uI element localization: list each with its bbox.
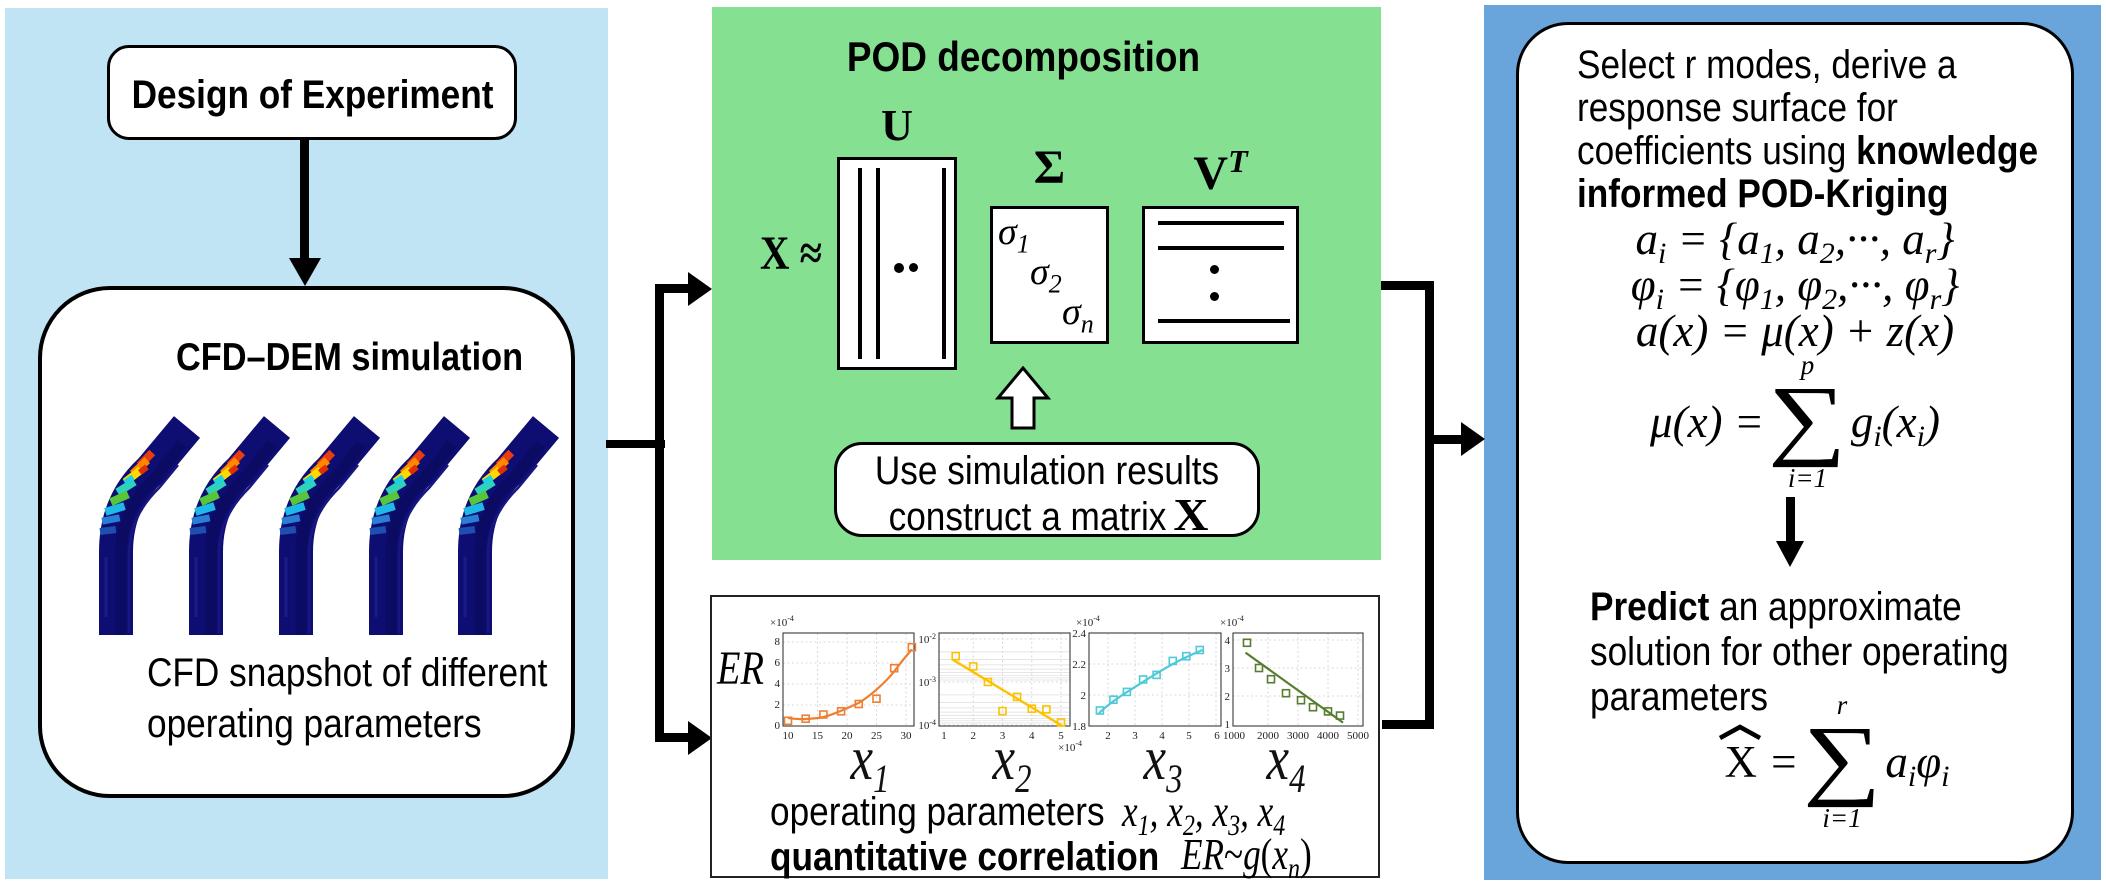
svg-text:3: 3 — [1132, 730, 1138, 742]
svg-text:6: 6 — [775, 657, 781, 669]
svg-text:5000: 5000 — [1347, 730, 1370, 742]
svg-text:4: 4 — [1225, 635, 1231, 647]
svg-text:×10-4: ×10-4 — [1220, 614, 1244, 629]
svg-text:4: 4 — [775, 678, 781, 690]
svg-text:10: 10 — [783, 730, 795, 742]
svg-text:15: 15 — [812, 730, 824, 742]
svg-text:6: 6 — [1214, 730, 1220, 742]
svg-text:2: 2 — [775, 699, 781, 711]
svg-text:20: 20 — [842, 730, 854, 742]
svg-text:×10-4: ×10-4 — [1058, 739, 1082, 754]
svg-text:2: 2 — [1081, 690, 1087, 702]
svg-text:2: 2 — [1105, 730, 1111, 742]
svg-text:10-2: 10-2 — [918, 632, 936, 646]
svg-text:1.8: 1.8 — [1072, 721, 1086, 733]
svg-text:4000: 4000 — [1317, 730, 1340, 742]
svg-text:5: 5 — [1058, 730, 1064, 742]
svg-text:2: 2 — [1225, 691, 1231, 703]
svg-text:0: 0 — [775, 720, 781, 732]
svg-text:5: 5 — [1186, 730, 1192, 742]
svg-text:10-3: 10-3 — [918, 675, 936, 689]
svg-text:2.4: 2.4 — [1072, 628, 1086, 640]
svg-text:1000: 1000 — [1223, 730, 1246, 742]
svg-text:2000: 2000 — [1257, 730, 1280, 742]
svg-text:3: 3 — [1000, 730, 1006, 742]
svg-text:×10-4: ×10-4 — [770, 614, 794, 629]
svg-text:2: 2 — [970, 730, 976, 742]
svg-text:25: 25 — [871, 730, 883, 742]
svg-text:8: 8 — [775, 636, 781, 648]
svg-text:1: 1 — [1225, 719, 1231, 731]
svg-text:3000: 3000 — [1287, 730, 1310, 742]
svg-text:10-4: 10-4 — [918, 718, 936, 732]
svg-text:4: 4 — [1159, 730, 1165, 742]
svg-text:2.2: 2.2 — [1072, 659, 1086, 671]
svg-text:×10-4: ×10-4 — [1076, 614, 1100, 629]
svg-text:1: 1 — [941, 730, 947, 742]
svg-text:3: 3 — [1225, 663, 1231, 675]
svg-text:4: 4 — [1029, 730, 1035, 742]
svg-text:30: 30 — [901, 730, 913, 742]
svg-text:x4: x4 — [1266, 724, 1306, 800]
